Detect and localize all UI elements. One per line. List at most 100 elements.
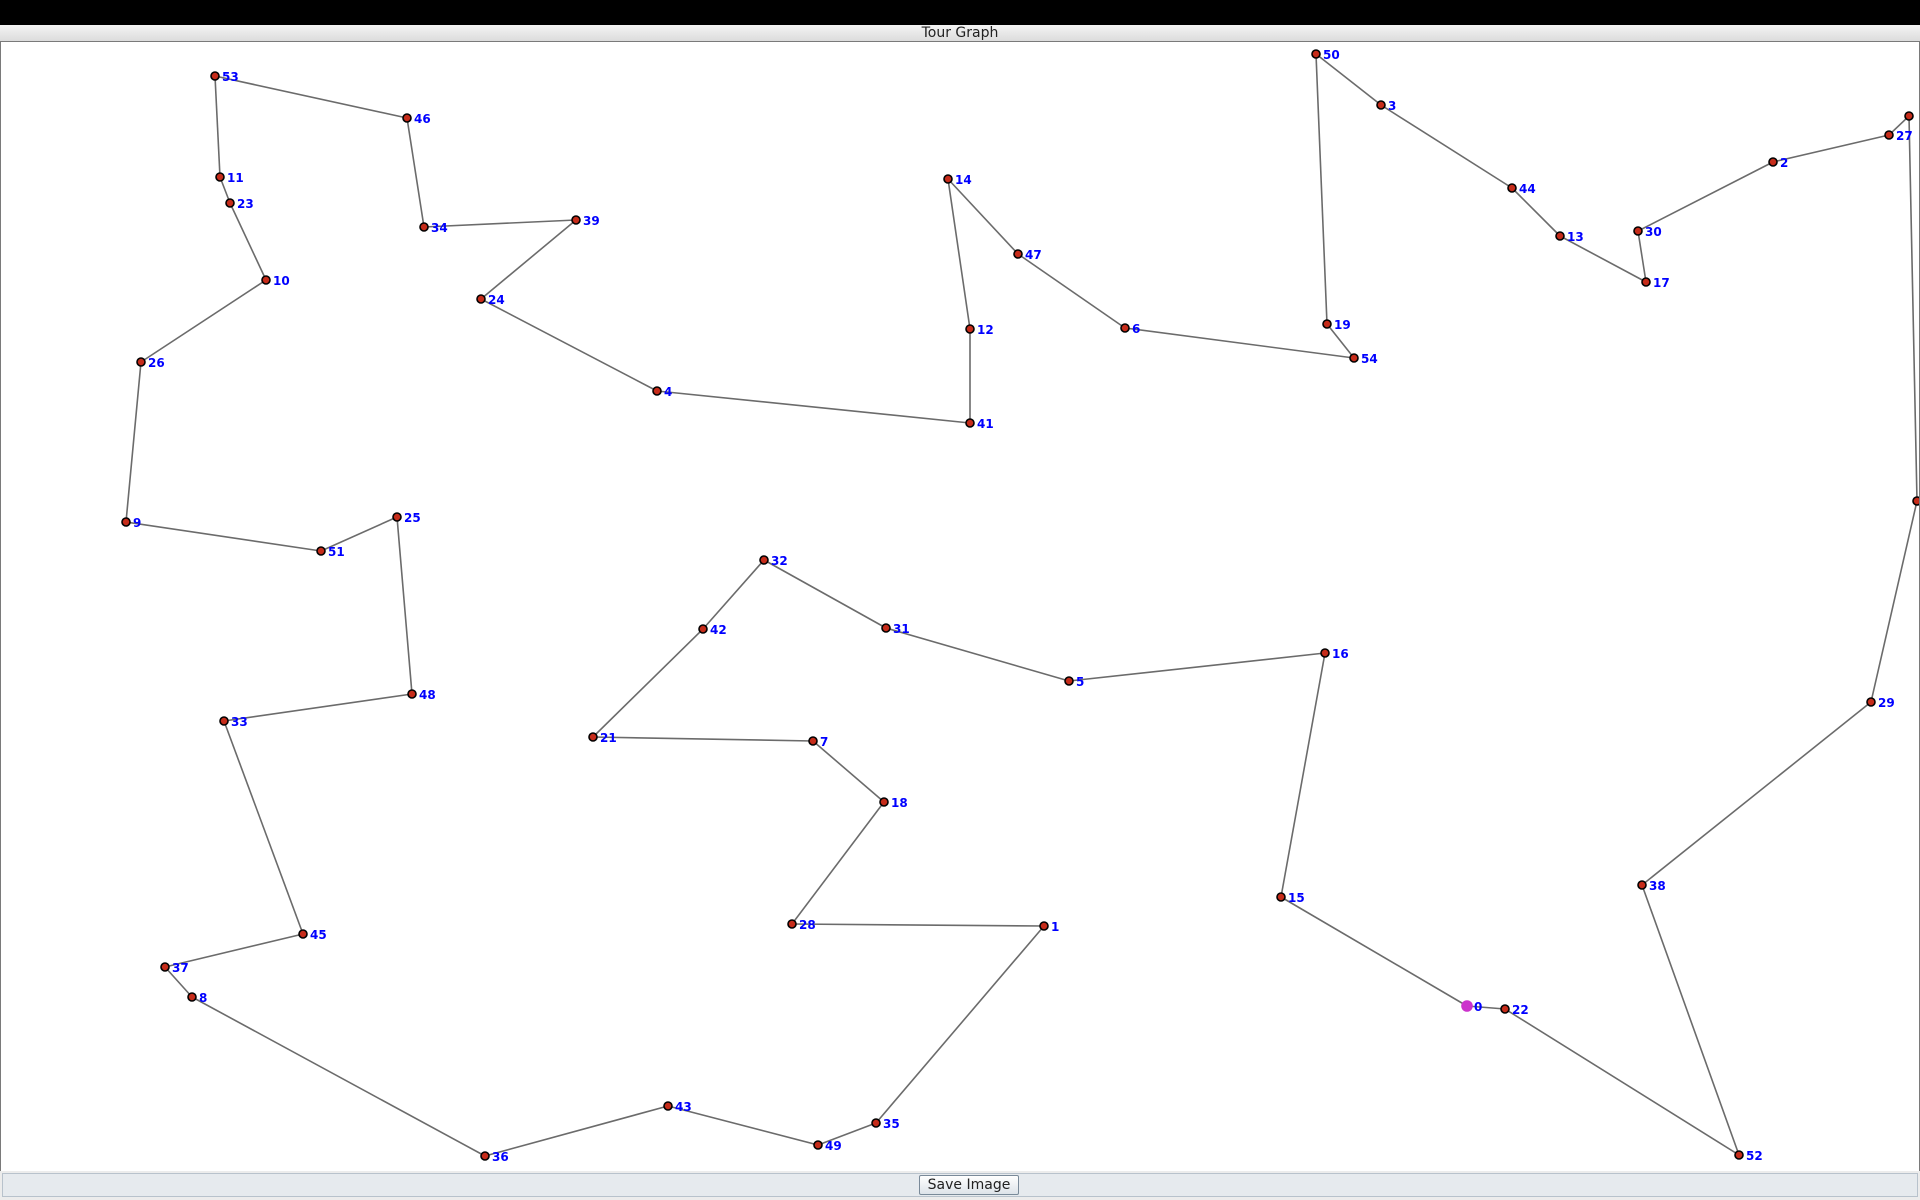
- city-label: 22: [1512, 1003, 1529, 1017]
- tour-edge: [406, 117, 425, 228]
- city-node: [1322, 319, 1332, 329]
- tour-edge: [791, 923, 1045, 927]
- city-label: 46: [414, 112, 431, 126]
- city-node: [943, 174, 953, 184]
- tour-edge: [1315, 53, 1382, 106]
- tour-edge: [125, 521, 322, 552]
- city-node: [392, 512, 402, 522]
- city-label: 4: [664, 385, 672, 399]
- city-label: 24: [488, 293, 505, 307]
- tour-edge: [702, 559, 765, 630]
- city-node: [1276, 892, 1286, 902]
- city-node: [965, 418, 975, 428]
- city-node: [1507, 183, 1517, 193]
- city-label: 7: [820, 735, 828, 749]
- city-label: 37: [172, 961, 189, 975]
- city-label: 28: [799, 918, 816, 932]
- city-label: 32: [771, 554, 788, 568]
- current-city-node: [1461, 1000, 1473, 1012]
- city-node: [225, 198, 235, 208]
- tour-edge: [484, 1105, 669, 1157]
- tour-edge: [214, 75, 408, 119]
- tour-edge: [1637, 230, 1647, 283]
- city-label: 45: [310, 928, 327, 942]
- city-node: [1641, 277, 1651, 287]
- city-label: 12: [977, 323, 994, 337]
- tour-edge: [423, 219, 577, 228]
- window-title-bar[interactable]: Tour Graph: [0, 25, 1920, 42]
- city-label: 50: [1323, 48, 1340, 62]
- tour-edge: [1559, 235, 1647, 283]
- city-node: [881, 623, 891, 633]
- city-label: 11: [227, 171, 244, 185]
- tour-edge: [1908, 115, 1918, 502]
- city-node: [808, 736, 818, 746]
- city-label: 49: [825, 1139, 842, 1153]
- city-label: 31: [893, 622, 910, 636]
- tour-edge: [223, 720, 304, 935]
- city-label: 16: [1332, 647, 1349, 661]
- city-label: 8: [199, 991, 207, 1005]
- city-node: [1349, 353, 1359, 363]
- tour-edge: [885, 627, 1070, 682]
- tour-edge: [947, 178, 1019, 255]
- city-node: [1734, 1150, 1744, 1160]
- city-node: [476, 294, 486, 304]
- tour-graph-window: Tour Graph 53 46 34 39 24 4 41 12 14 47 6 54 19 50 3 44…: [0, 25, 1920, 1200]
- city-node: [787, 919, 797, 929]
- city-node: [215, 172, 225, 182]
- city-node: [1013, 249, 1023, 259]
- city-node: [402, 113, 412, 123]
- city-node: [419, 222, 429, 232]
- city-label: 26: [148, 356, 165, 370]
- city-label: 5: [1076, 675, 1084, 689]
- city-node: [1311, 49, 1321, 59]
- city-node: [1884, 130, 1894, 140]
- city-label: 10: [273, 274, 290, 288]
- city-node: [1912, 496, 1919, 506]
- tour-edge: [1017, 253, 1126, 329]
- tour-edge: [480, 298, 658, 392]
- city-label: 23: [237, 197, 254, 211]
- tour-edge: [164, 933, 304, 968]
- city-node: [965, 324, 975, 334]
- city-label: 3: [1388, 99, 1396, 113]
- city-node: [480, 1151, 490, 1161]
- city-label: 18: [891, 796, 908, 810]
- city-node: [1064, 676, 1074, 686]
- city-label: 0: [1474, 1000, 1482, 1014]
- tour-edge: [480, 219, 577, 300]
- tour-edge: [1280, 896, 1468, 1007]
- city-label: 44: [1519, 182, 1536, 196]
- city-node: [407, 689, 417, 699]
- city-node: [1904, 111, 1914, 121]
- tour-edge: [656, 390, 971, 424]
- city-node: [210, 71, 220, 81]
- tour-edge: [229, 202, 267, 281]
- tour-edge: [1641, 701, 1872, 886]
- city-node: [588, 732, 598, 742]
- city-label: 52: [1746, 1149, 1763, 1163]
- city-node: [1376, 100, 1386, 110]
- city-node: [121, 517, 131, 527]
- tour-edge: [223, 693, 413, 722]
- tour-edge: [1637, 161, 1774, 232]
- city-node: [298, 929, 308, 939]
- tour-edge: [947, 178, 971, 330]
- tour-edge: [320, 516, 398, 552]
- city-node: [219, 716, 229, 726]
- city-label: 51: [328, 545, 345, 559]
- city-node: [879, 797, 889, 807]
- city-node: [1866, 697, 1876, 707]
- tour-edge: [667, 1105, 819, 1146]
- city-label: 14: [955, 173, 972, 187]
- city-node: [698, 624, 708, 634]
- tour-edge: [1315, 53, 1328, 325]
- city-node: [1500, 1004, 1510, 1014]
- city-label: 9: [133, 516, 141, 530]
- city-node: [316, 546, 326, 556]
- save-image-button[interactable]: Save Image: [919, 1175, 1019, 1195]
- city-label: 42: [710, 623, 727, 637]
- bottom-button-bar: Save Image: [0, 1171, 1920, 1200]
- city-label: 21: [600, 731, 617, 745]
